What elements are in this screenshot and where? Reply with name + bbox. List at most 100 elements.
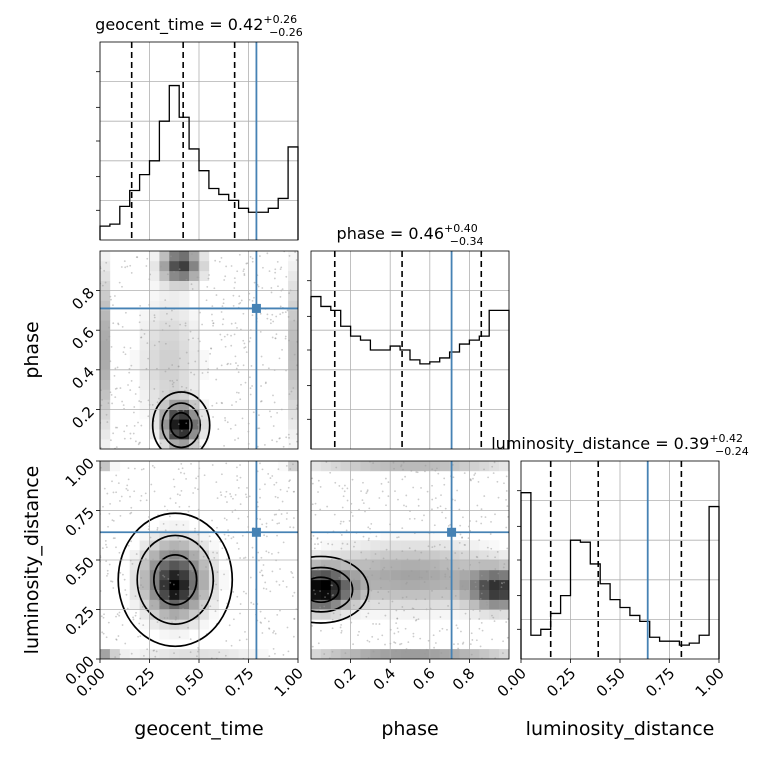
density-cell [149, 619, 160, 630]
sample-point [100, 615, 103, 618]
sample-point [147, 399, 150, 402]
sample-point [286, 490, 289, 493]
sample-point [182, 409, 185, 412]
density-cell [139, 619, 150, 630]
sample-point [284, 335, 287, 338]
sample-point [393, 641, 396, 644]
sample-point [248, 495, 251, 498]
sample-point [311, 625, 314, 627]
density-cell [320, 461, 332, 472]
sample-point [434, 566, 436, 569]
sample-point [264, 581, 267, 584]
x-tick-label: 0.25 [543, 664, 579, 700]
sample-point [251, 299, 254, 302]
density-cell [320, 560, 332, 571]
sample-point [112, 491, 115, 494]
density-cell [100, 359, 111, 371]
sample-point [183, 389, 186, 392]
sample-point [230, 265, 233, 267]
sample-point [167, 549, 170, 552]
sample-point [190, 371, 192, 374]
density-cell [360, 560, 371, 571]
density-cell [139, 359, 150, 371]
density-cell [199, 419, 210, 430]
sample-point [174, 502, 177, 504]
sample-point [341, 542, 344, 545]
sample-point [110, 393, 113, 396]
sample-point [123, 260, 126, 263]
sample-point [126, 265, 129, 268]
sample-point [179, 323, 181, 326]
sample-point [197, 647, 200, 649]
sample-point [129, 389, 132, 391]
density-cell [449, 569, 460, 581]
sample-point [372, 560, 374, 563]
sample-point [229, 493, 232, 495]
sample-point [366, 489, 369, 492]
density-cell [199, 560, 210, 571]
sample-point [245, 592, 247, 595]
sample-point [401, 606, 404, 608]
sample-point [151, 604, 154, 607]
density-cell [159, 389, 170, 400]
sample-point [197, 650, 199, 653]
density-cell [189, 540, 200, 551]
contour-line [169, 411, 193, 439]
sample-point [162, 585, 165, 588]
sample-point [134, 440, 137, 443]
density-cell [380, 599, 391, 610]
sample-point [209, 605, 212, 608]
density-cell [159, 560, 170, 571]
sample-point [383, 566, 386, 569]
sample-point [372, 623, 374, 625]
sample-point [220, 473, 223, 476]
density-cell [449, 599, 460, 610]
density-cell [179, 260, 190, 272]
sample-point [105, 261, 108, 264]
sample-point [187, 626, 189, 629]
density-cell [149, 300, 160, 311]
sample-point [239, 603, 242, 605]
x-tick-label: 1.00 [692, 664, 728, 700]
sample-point [105, 636, 108, 639]
density-cell [419, 589, 431, 600]
sample-point [417, 504, 420, 507]
sample-point [319, 486, 322, 488]
sample-point [371, 574, 374, 577]
density-cell [179, 379, 190, 390]
sample-point [222, 302, 225, 305]
sample-point [124, 353, 127, 356]
sample-point [313, 547, 316, 550]
contour-line [136, 534, 215, 626]
density-cell [390, 569, 401, 581]
sample-point [292, 490, 295, 493]
sample-point [266, 317, 269, 320]
sample-point [256, 505, 259, 508]
sample-point [115, 491, 118, 494]
x-tick-label: 0.75 [642, 664, 678, 700]
sample-point [332, 612, 335, 615]
density-cell [199, 589, 210, 600]
density-cell [489, 589, 500, 600]
sample-point [472, 477, 474, 480]
sample-point [270, 291, 273, 294]
sample-point [190, 283, 193, 286]
sample-point [279, 609, 281, 612]
sample-point [426, 490, 429, 493]
sample-point [161, 553, 164, 556]
density-cell [189, 530, 200, 541]
sample-point [237, 371, 240, 374]
sample-point [344, 652, 347, 655]
sample-point [340, 623, 343, 626]
density-cell [169, 369, 180, 380]
sample-point [441, 627, 444, 630]
density-cell [159, 330, 170, 341]
sample-point [127, 467, 130, 470]
sample-point [280, 266, 283, 269]
sample-point [223, 517, 226, 520]
sample-point [216, 526, 218, 529]
sample-point [119, 514, 122, 517]
sample-point [432, 634, 435, 637]
sample-point [470, 653, 473, 656]
